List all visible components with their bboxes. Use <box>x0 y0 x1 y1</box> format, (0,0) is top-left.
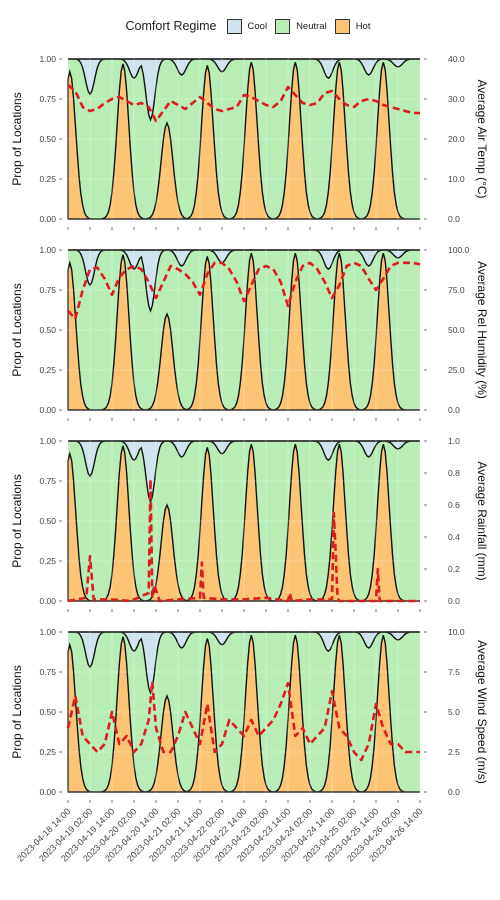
panel-1: 0.00 0.25 0.50 0.75 1.00 Prop of Locations 0.0… <box>10 242 489 421</box>
left-tick-label: 1.00 <box>39 245 56 255</box>
left-axis-label: Prop of Locations <box>10 665 24 758</box>
left-tick-label: 0.75 <box>39 667 56 677</box>
right-tick-label: 30.0 <box>448 94 465 104</box>
right-tick-label: 0.4 <box>448 532 460 542</box>
right-axis-label: Average Wind Speed (m/s) <box>475 640 489 784</box>
left-tick-label: 1.00 <box>39 54 56 64</box>
hot-area <box>67 62 420 220</box>
right-tick-label: 0.6 <box>448 500 460 510</box>
legend: Comfort Regime Cool Neutral Hot <box>0 16 500 36</box>
right-tick-label: 7.5 <box>448 667 460 677</box>
right-tick-label: 75.0 <box>448 285 465 295</box>
right-tick-label: 0.0 <box>448 405 460 415</box>
right-tick-label: 0.0 <box>448 787 460 797</box>
left-tick-label: 0.50 <box>39 325 56 335</box>
right-axis-label: Average Rainfall (mm) <box>475 461 489 580</box>
left-axis-label: Prop of Locations <box>10 474 24 567</box>
panel-0: 0.00 0.25 0.50 0.75 1.00 Prop of Locations 0.0… <box>10 51 489 230</box>
left-tick-label: 0.25 <box>39 747 56 757</box>
right-tick-label: 1.0 <box>448 436 460 446</box>
left-axis-label: Prop of Locations <box>10 283 24 376</box>
legend-key-cool <box>226 18 242 34</box>
right-tick-label: 0.8 <box>448 468 460 478</box>
hot-area <box>67 253 420 411</box>
panel-3: 0.00 0.25 0.50 0.75 1.00 Prop of Locations 0.0… <box>10 624 489 803</box>
right-tick-label: 10.0 <box>448 627 465 637</box>
left-tick-label: 0.75 <box>39 94 56 104</box>
left-tick-label: 0.00 <box>39 787 56 797</box>
left-tick-label: 1.00 <box>39 436 56 446</box>
left-tick-label: 0.25 <box>39 556 56 566</box>
left-axis-label: Prop of Locations <box>10 92 24 185</box>
left-tick-label: 0.75 <box>39 285 56 295</box>
right-tick-label: 20.0 <box>448 134 465 144</box>
series-line <box>66 680 420 762</box>
hot-area <box>67 635 420 793</box>
left-tick-label: 0.00 <box>39 596 56 606</box>
right-axis-label: Average Rel Humidity (%) <box>475 261 489 399</box>
left-tick-label: 0.25 <box>39 174 56 184</box>
right-tick-label: 0.0 <box>448 214 460 224</box>
left-tick-label: 0.00 <box>39 214 56 224</box>
right-tick-label: 0.0 <box>448 596 460 606</box>
right-tick-label: 40.0 <box>448 54 465 64</box>
legend-label-neutral: Neutral <box>296 20 327 32</box>
right-tick-label: 10.0 <box>448 174 465 184</box>
legend-key-neutral <box>275 18 291 34</box>
left-tick-label: 0.50 <box>39 707 56 717</box>
legend-label-hot: Hot <box>355 20 371 32</box>
left-tick-label: 0.25 <box>39 365 56 375</box>
left-tick-label: 0.50 <box>39 516 56 526</box>
right-tick-label: 25.0 <box>448 365 465 375</box>
right-tick-label: 100.0 <box>448 245 470 255</box>
right-tick-label: 50.0 <box>448 325 465 335</box>
right-tick-label: 5.0 <box>448 707 460 717</box>
right-tick-label: 2.5 <box>448 747 460 757</box>
left-tick-label: 0.75 <box>39 476 56 486</box>
left-tick-label: 0.50 <box>39 134 56 144</box>
left-tick-label: 1.00 <box>39 627 56 637</box>
panel-2: 0.00 0.25 0.50 0.75 1.00 Prop of Locations 0.0… <box>10 433 489 612</box>
legend-title: Comfort Regime <box>125 19 217 33</box>
right-tick-label: 0.2 <box>448 564 460 574</box>
left-tick-label: 0.00 <box>39 405 56 415</box>
legend-key-hot <box>334 18 350 34</box>
legend-label-cool: Cool <box>247 20 268 32</box>
right-axis-label: Average Air Temp (°C) <box>475 79 489 198</box>
